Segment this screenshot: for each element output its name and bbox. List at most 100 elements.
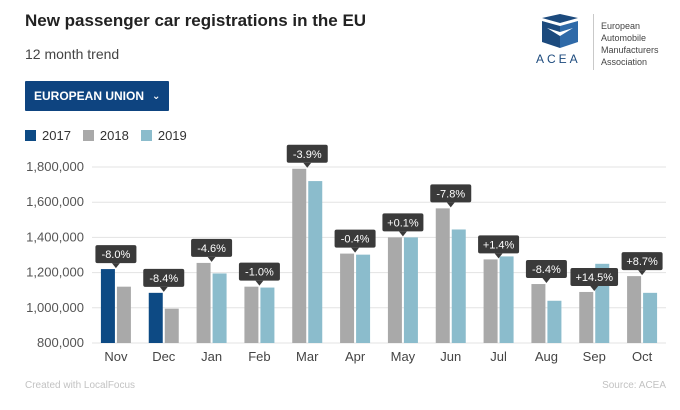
x-tick-label: Dec	[152, 349, 176, 364]
x-tick-label: Jun	[440, 349, 461, 364]
change-label: -8.4%	[149, 273, 178, 285]
y-tick-label: 1,800,000	[26, 159, 84, 174]
x-tick-label: Feb	[248, 349, 270, 364]
change-label-box	[430, 184, 472, 203]
bar-2019	[403, 237, 418, 343]
logo-org-line: European	[601, 21, 641, 31]
chart-subtitle: 12 month trend	[25, 46, 120, 62]
bar-2018	[340, 253, 355, 343]
change-label: -3.9%	[293, 149, 322, 161]
y-tick-label: 1,600,000	[26, 194, 84, 209]
x-tick-label: Jan	[201, 349, 222, 364]
change-label-pointer	[111, 263, 120, 269]
logo-org-name: European Automobile Manufacturers Associ…	[601, 20, 680, 68]
change-label-pointer	[303, 162, 312, 168]
logo-divider	[593, 14, 594, 70]
change-label-pointer	[398, 231, 407, 237]
bar-2019	[451, 229, 466, 343]
bar-2018	[387, 237, 402, 343]
bar-2018	[292, 168, 307, 343]
change-label: -4.6%	[197, 243, 226, 255]
change-label-box	[238, 262, 280, 281]
x-tick-label: May	[391, 349, 416, 364]
logo-org-line: Automobile	[601, 33, 647, 43]
bar-2018	[244, 286, 259, 343]
change-label: -8.4%	[532, 264, 561, 276]
chart-legend: 2017 2018 2019	[25, 128, 199, 143]
legend-swatch	[25, 130, 36, 141]
bar-2018	[483, 259, 498, 343]
legend-swatch	[82, 130, 94, 141]
bar-2018	[164, 308, 179, 343]
legend-item-2018[interactable]: 2018	[82, 128, 129, 143]
change-label-pointer	[542, 278, 551, 284]
legend-swatch	[140, 130, 152, 141]
x-tick-label: Oct	[632, 349, 653, 364]
y-tick-label: 1,400,000	[26, 229, 84, 244]
x-tick-label: Mar	[296, 349, 319, 364]
bar-2018	[435, 208, 450, 343]
logo-org-line: Association	[601, 57, 648, 67]
change-label: -1.0%	[245, 267, 274, 279]
change-label-box	[525, 260, 567, 279]
acea-cube-icon	[542, 14, 578, 48]
x-tick-label: Sep	[583, 349, 606, 364]
footer-source: Source: ACEA	[602, 380, 666, 391]
change-label-box	[143, 268, 185, 287]
bar-2019	[547, 300, 562, 343]
change-label-box	[334, 229, 376, 248]
chevron-down-icon: ⌄	[152, 90, 161, 102]
legend-item-2019[interactable]: 2019	[140, 128, 187, 143]
bar-2019	[643, 292, 658, 343]
change-label-pointer	[638, 270, 647, 276]
x-tick-label: Aug	[535, 349, 558, 364]
bar-2018	[627, 276, 642, 343]
change-label-pointer	[159, 286, 168, 292]
acea-logo: ACEA European Automobile Manufacturers A…	[534, 14, 674, 74]
change-label-box	[382, 213, 424, 232]
bar-2018	[579, 291, 594, 343]
bar-2019	[308, 181, 323, 343]
change-label-box	[286, 144, 328, 163]
bar-2017	[148, 292, 163, 343]
y-tick-label: 1,000,000	[26, 300, 84, 315]
logo-org-line: Manufacturers	[601, 45, 659, 55]
legend-label: 2017	[42, 128, 71, 143]
y-tick-label: 800,000	[37, 335, 84, 350]
region-dropdown-label: EUROPEAN UNION	[34, 89, 145, 103]
change-label: +14.5%	[575, 272, 613, 284]
change-label-pointer	[446, 202, 455, 208]
change-label-pointer	[351, 247, 360, 253]
change-label: -0.4%	[341, 234, 370, 246]
change-label: -8.0%	[102, 249, 131, 261]
legend-label: 2019	[157, 128, 187, 143]
x-tick-label: Nov	[104, 349, 128, 364]
bar-2018	[196, 262, 211, 343]
bar-2018	[531, 284, 546, 343]
bar-2018	[116, 286, 131, 343]
legend-label: 2018	[99, 128, 129, 143]
x-tick-label: Apr	[345, 349, 366, 364]
change-label-box	[478, 235, 520, 254]
bar-2019	[212, 273, 227, 343]
change-label-box	[621, 252, 663, 271]
legend-item-2017[interactable]: 2017	[25, 128, 71, 143]
logo-wordmark: ACEA	[536, 52, 581, 66]
bar-2019	[260, 287, 275, 343]
y-tick-label: 1,200,000	[26, 265, 84, 280]
x-tick-label: Jul	[490, 349, 507, 364]
change-label-pointer	[590, 285, 599, 291]
change-label: +1.4%	[483, 239, 515, 251]
change-label-pointer	[255, 280, 264, 286]
region-dropdown[interactable]: EUROPEAN UNION ⌄	[25, 81, 169, 111]
bar-2019	[499, 256, 514, 343]
footer-credit[interactable]: Created with LocalFocus	[25, 380, 136, 391]
change-label-pointer	[207, 256, 216, 262]
change-label-box	[570, 267, 619, 286]
bar-2019	[356, 254, 371, 343]
chart-title: New passenger car registrations in the E…	[25, 11, 367, 30]
bar-2017	[100, 269, 115, 343]
change-label: +0.1%	[387, 217, 419, 229]
change-label-pointer	[494, 253, 503, 259]
